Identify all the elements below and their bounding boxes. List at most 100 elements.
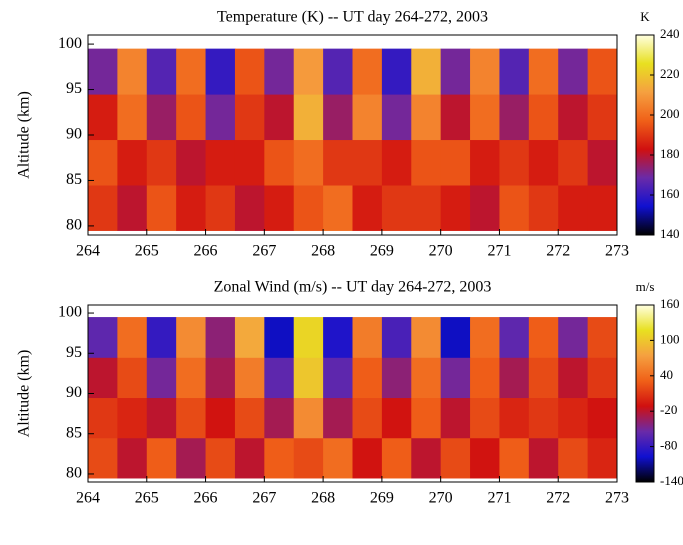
y-tick-label: 95 (66, 344, 82, 361)
heat-cell (352, 94, 383, 141)
heat-cell (470, 94, 500, 141)
heat-cell (117, 48, 148, 95)
heat-cell (528, 139, 559, 186)
heat-cell (411, 317, 442, 358)
heat-cell (176, 185, 207, 231)
heat-cell (381, 357, 412, 399)
x-tick-label: 268 (311, 243, 335, 260)
heat-cell (234, 437, 265, 479)
y-tick-label: 100 (58, 35, 82, 52)
heat-cell (146, 139, 177, 186)
heat-cell (205, 139, 236, 186)
heat-cell (176, 139, 207, 186)
chart-title: Temperature (K) -- UT day 264-272, 2003 (217, 9, 488, 26)
heat-cell (146, 317, 177, 358)
heat-cell (264, 437, 295, 479)
heat-cell (411, 139, 442, 186)
heat-cell (234, 139, 265, 186)
heat-cell (88, 48, 118, 95)
heat-cell (470, 185, 500, 231)
heat-cell (205, 357, 236, 399)
heat-cell (440, 357, 471, 399)
colorbar-tick-label: -80 (660, 438, 677, 453)
heat-cell (323, 397, 353, 439)
heat-cell (323, 48, 353, 95)
heat-cell (440, 317, 471, 358)
heat-cell (499, 48, 530, 95)
heat-cell (205, 397, 236, 439)
heat-cell (234, 185, 265, 231)
colorbar-tick-label: 180 (660, 146, 680, 161)
colorbar-tick-label: -140 (660, 473, 683, 488)
heat-cell (205, 48, 236, 95)
heat-cell (88, 357, 118, 399)
heat-cell (587, 185, 618, 231)
heat-cell (352, 185, 383, 231)
heat-cell (470, 357, 500, 399)
heat-cell (499, 437, 530, 479)
heat-cell (528, 48, 559, 95)
heat-cell (323, 437, 353, 479)
heat-cell (176, 94, 207, 141)
colorbar-tick-label: 160 (660, 186, 680, 201)
heat-cell (352, 317, 383, 358)
colorbar-tick-label: 220 (660, 66, 680, 81)
heat-cell (117, 317, 148, 358)
heat-cell (88, 94, 118, 141)
heat-cell (88, 437, 118, 479)
heat-cell (293, 317, 324, 358)
heat-cell (411, 48, 442, 95)
heat-cell (381, 139, 412, 186)
colorbar (635, 34, 655, 236)
x-tick-label: 273 (605, 243, 629, 260)
y-axis-label: Altitude (km) (16, 350, 33, 438)
colorbar-tick-label: 160 (660, 296, 680, 311)
x-tick-label: 268 (311, 490, 335, 507)
heat-cell (381, 397, 412, 439)
heat-cell (411, 397, 442, 439)
heat-cell (381, 185, 412, 231)
x-tick-label: 265 (135, 490, 159, 507)
heat-cell (440, 48, 471, 95)
y-tick-label: 85 (66, 424, 82, 441)
x-tick-label: 269 (370, 490, 394, 507)
heat-cell (264, 94, 295, 141)
y-tick-label: 90 (66, 126, 82, 143)
heat-cell (234, 357, 265, 399)
colorbar-tick-label: 100 (660, 331, 680, 346)
heat-cell (293, 94, 324, 141)
heat-cell (323, 357, 353, 399)
x-tick-label: 267 (252, 243, 276, 260)
heat-cell (587, 94, 618, 141)
heat-cell (499, 139, 530, 186)
heat-cell (88, 139, 118, 186)
x-tick-label: 269 (370, 243, 394, 260)
heat-cell (470, 48, 500, 95)
heat-cell (117, 94, 148, 141)
heat-cell (528, 317, 559, 358)
heat-cell (411, 437, 442, 479)
heat-cell (381, 48, 412, 95)
heat-cell (440, 94, 471, 141)
x-tick-label: 273 (605, 490, 629, 507)
heat-cell (323, 185, 353, 231)
heat-cell (264, 48, 295, 95)
y-tick-label: 100 (58, 304, 82, 321)
heat-cell (587, 357, 618, 399)
heat-cell (323, 317, 353, 358)
colorbar-tick-label: 200 (660, 106, 680, 121)
heat-cell (558, 48, 589, 95)
y-axis-label: Altitude (km) (16, 91, 33, 179)
heat-cell (440, 437, 471, 479)
heat-cell (176, 437, 207, 479)
colorbar-tick-label: 240 (660, 26, 680, 41)
heat-cell (587, 437, 618, 479)
x-tick-label: 272 (546, 490, 570, 507)
heat-cell (264, 317, 295, 358)
y-tick-label: 90 (66, 384, 82, 401)
heat-cell (146, 185, 177, 231)
heat-cell (587, 317, 618, 358)
colorbar-label: m/s (636, 279, 655, 294)
heat-cell (293, 437, 324, 479)
heat-cell (587, 139, 618, 186)
